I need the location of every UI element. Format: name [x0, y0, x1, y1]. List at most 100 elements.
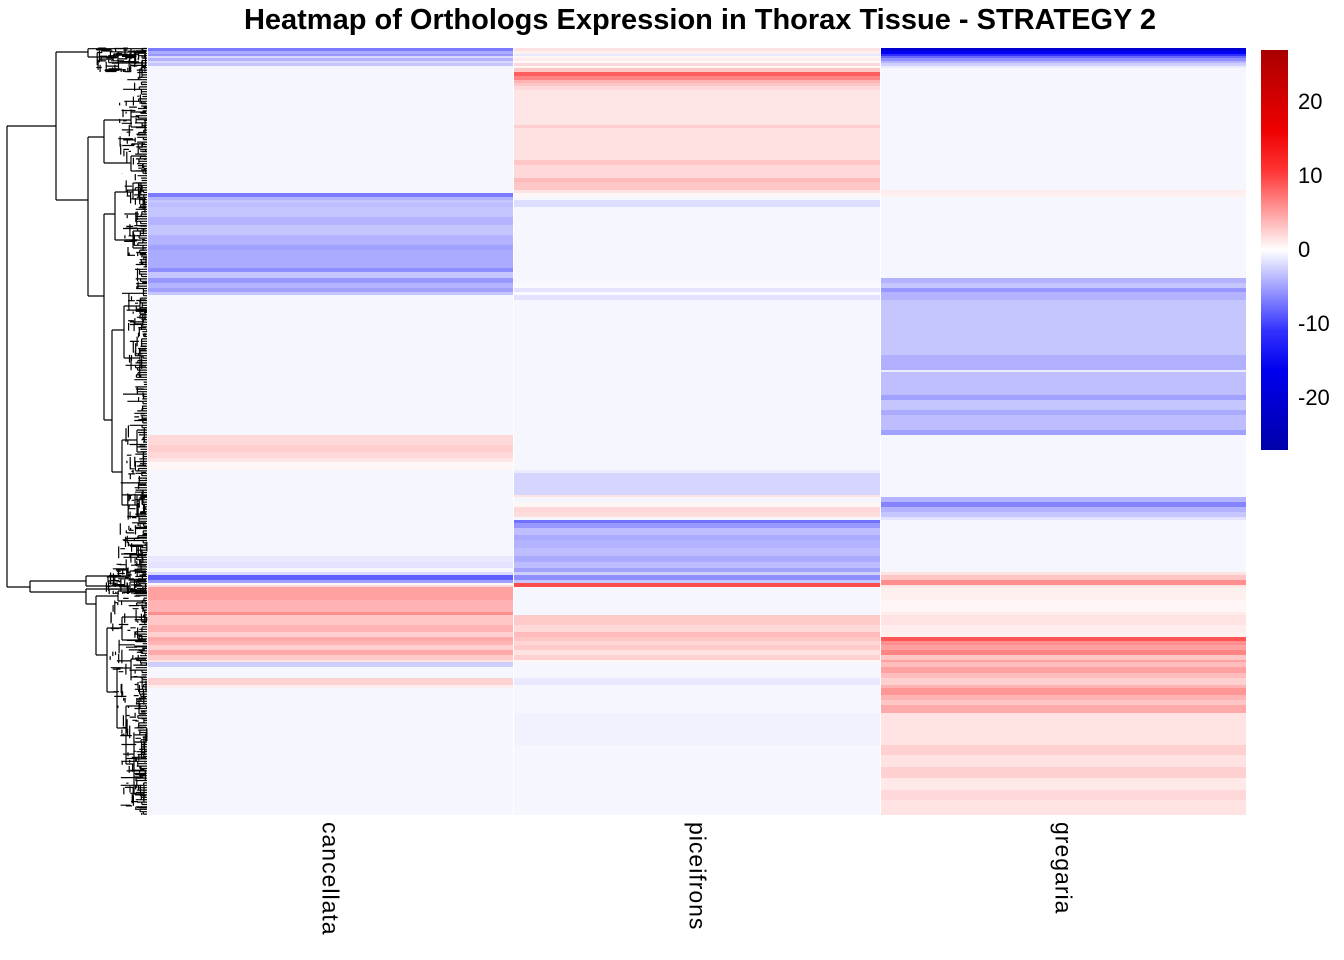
column-gap [880, 695, 881, 700]
heatmap-row-band [148, 193, 1246, 197]
column-gap [513, 517, 514, 520]
heatmap-cell-piceifrons [514, 678, 880, 685]
heatmap-cell-gregaria [881, 685, 1246, 688]
heatmap-row-band [148, 245, 1246, 250]
heatmap-cell-gregaria [881, 63, 1246, 66]
heatmap-cell-piceifrons [514, 410, 880, 415]
heatmap-cell-cancellata [148, 372, 513, 395]
heatmap-row-band [148, 667, 1246, 673]
heatmap-cell-gregaria [881, 235, 1246, 245]
heatmap-cell-piceifrons [514, 355, 880, 370]
column-gap [880, 51, 881, 54]
column-gap [880, 612, 881, 615]
column-gap [513, 755, 514, 767]
column-gap [513, 203, 514, 207]
heatmap-cell-gregaria [881, 548, 1246, 556]
heatmap-cell-cancellata [148, 556, 513, 562]
heatmap-cell-piceifrons [514, 625, 880, 632]
heatmap-cell-cancellata [148, 61, 513, 63]
column-gap [513, 495, 514, 497]
heatmap-row-band [148, 641, 1246, 645]
heatmap-cell-gregaria [881, 755, 1246, 767]
heatmap-cell-gregaria [881, 76, 1246, 80]
column-gap [513, 612, 514, 615]
column-gap [513, 278, 514, 283]
heatmap-cell-cancellata [148, 700, 513, 705]
heatmap-cell-piceifrons [514, 523, 880, 528]
heatmap-cell-cancellata [148, 190, 513, 193]
column-gap [513, 66, 514, 68]
column-gap [513, 688, 514, 695]
heatmap-cell-cancellata [148, 278, 513, 283]
column-gap [880, 83, 881, 86]
heatmap-cell-gregaria [881, 288, 1246, 292]
heatmap-row-band [148, 548, 1246, 556]
heatmap-cell-piceifrons [514, 587, 880, 600]
heatmap-cell-gregaria [881, 217, 1246, 225]
heatmap-cell-cancellata [148, 507, 513, 512]
heatmap-row-band [148, 165, 1246, 178]
column-gap [513, 300, 514, 355]
heatmap-cell-cancellata [148, 615, 513, 625]
column-gap [513, 58, 514, 61]
heatmap-row-band [148, 473, 1246, 495]
heatmap-row-band [148, 292, 1246, 295]
heatmap-cell-gregaria [881, 292, 1246, 295]
heatmap-row-band [148, 778, 1246, 790]
heatmap-cell-cancellata [148, 583, 513, 585]
heatmap-row-band [148, 288, 1246, 292]
heatmap-row-band [148, 637, 1246, 641]
heatmap-row-band [148, 528, 1246, 535]
heatmap-cell-piceifrons [514, 300, 880, 355]
column-gap [880, 507, 881, 512]
heatmap-cell-piceifrons [514, 507, 880, 512]
heatmap-cell-gregaria [881, 778, 1246, 790]
column-gap [513, 700, 514, 705]
heatmap-row-band [148, 745, 1246, 755]
heatmap-cell-cancellata [148, 68, 513, 72]
column-gap [880, 645, 881, 650]
column-gap [513, 745, 514, 755]
heatmap-row-band [148, 80, 1246, 83]
column-gap [880, 655, 881, 660]
heatmap-cell-cancellata [148, 288, 513, 292]
column-gap [513, 585, 514, 587]
column-gap [513, 395, 514, 400]
heatmap-cell-gregaria [881, 445, 1246, 452]
column-gap [513, 452, 514, 458]
column-gap [513, 790, 514, 800]
heatmap-cell-gregaria [881, 650, 1246, 655]
heatmap-cell-gregaria [881, 637, 1246, 641]
heatmap-cell-cancellata [148, 562, 513, 568]
heatmap-row-band [148, 583, 1246, 585]
heatmap-cell-gregaria [881, 556, 1246, 562]
heatmap-cell-gregaria [881, 68, 1246, 72]
heatmap-cell-cancellata [148, 662, 513, 667]
heatmap-cell-gregaria [881, 678, 1246, 685]
column-gap [513, 662, 514, 667]
heatmap-cell-cancellata [148, 695, 513, 700]
heatmap-cell-gregaria [881, 283, 1246, 288]
heatmap-cell-cancellata [148, 203, 513, 207]
heatmap-cell-gregaria [881, 625, 1246, 632]
column-gap [880, 76, 881, 80]
heatmap-cell-gregaria [881, 245, 1246, 250]
column-gap [880, 685, 881, 688]
column-gap [513, 225, 514, 235]
heatmap-row-band [148, 517, 1246, 520]
column-gap [880, 528, 881, 535]
heatmap-cell-gregaria [881, 800, 1246, 815]
color-scale-bar [1261, 50, 1288, 450]
column-gap [880, 245, 881, 250]
heatmap-row-band [148, 540, 1246, 548]
heatmap-cell-piceifrons [514, 632, 880, 637]
heatmap-cell-gregaria [881, 700, 1246, 705]
heatmap-cell-cancellata [148, 300, 513, 355]
heatmap-row-band [148, 575, 1246, 580]
heatmap-row-band [148, 160, 1246, 165]
column-gap [880, 585, 881, 587]
heatmap-cell-gregaria [881, 370, 1246, 372]
column-gap [880, 625, 881, 632]
column-gap [880, 470, 881, 473]
heatmap-cell-piceifrons [514, 645, 880, 650]
